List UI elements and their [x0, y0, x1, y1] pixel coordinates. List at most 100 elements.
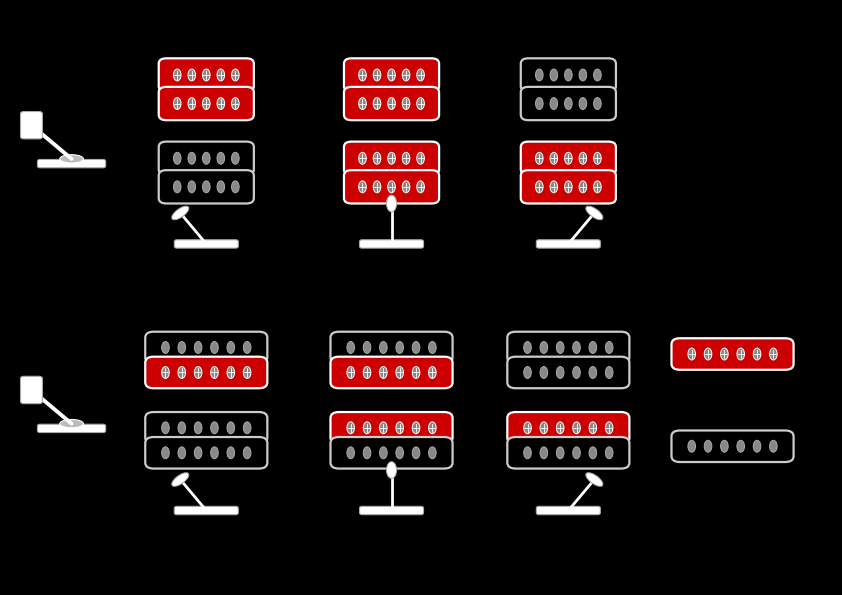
FancyBboxPatch shape — [520, 142, 616, 175]
Ellipse shape — [388, 152, 396, 164]
Ellipse shape — [363, 422, 370, 434]
FancyBboxPatch shape — [507, 332, 630, 363]
FancyBboxPatch shape — [145, 412, 268, 444]
Ellipse shape — [217, 152, 225, 164]
Ellipse shape — [524, 367, 531, 378]
Ellipse shape — [429, 447, 436, 459]
Ellipse shape — [589, 367, 597, 378]
Ellipse shape — [359, 152, 366, 164]
Ellipse shape — [162, 447, 169, 459]
Ellipse shape — [524, 422, 531, 434]
FancyBboxPatch shape — [20, 376, 42, 403]
FancyBboxPatch shape — [158, 58, 254, 92]
Ellipse shape — [243, 447, 251, 459]
FancyBboxPatch shape — [38, 424, 106, 433]
Ellipse shape — [737, 348, 744, 360]
FancyBboxPatch shape — [520, 87, 616, 120]
Ellipse shape — [413, 342, 420, 353]
Ellipse shape — [564, 181, 572, 193]
FancyBboxPatch shape — [536, 240, 600, 248]
Ellipse shape — [573, 447, 580, 459]
Ellipse shape — [579, 152, 587, 164]
Ellipse shape — [550, 98, 557, 109]
FancyBboxPatch shape — [330, 332, 453, 363]
Ellipse shape — [540, 447, 547, 459]
Ellipse shape — [373, 98, 381, 109]
Ellipse shape — [195, 367, 202, 378]
Ellipse shape — [188, 69, 195, 81]
Ellipse shape — [594, 152, 601, 164]
Ellipse shape — [347, 422, 354, 434]
Ellipse shape — [178, 447, 185, 459]
FancyBboxPatch shape — [174, 506, 238, 515]
Ellipse shape — [721, 348, 728, 360]
Ellipse shape — [178, 422, 185, 434]
Ellipse shape — [573, 342, 580, 353]
Ellipse shape — [210, 342, 218, 353]
Ellipse shape — [380, 342, 387, 353]
Ellipse shape — [396, 342, 403, 353]
Ellipse shape — [347, 367, 354, 378]
Ellipse shape — [172, 206, 189, 220]
Ellipse shape — [188, 152, 195, 164]
Ellipse shape — [388, 98, 396, 109]
Ellipse shape — [579, 69, 587, 81]
FancyBboxPatch shape — [158, 87, 254, 120]
Ellipse shape — [579, 181, 587, 193]
Ellipse shape — [227, 447, 235, 459]
Ellipse shape — [524, 447, 531, 459]
Ellipse shape — [232, 152, 239, 164]
Ellipse shape — [380, 447, 387, 459]
Ellipse shape — [557, 367, 564, 378]
Ellipse shape — [704, 440, 711, 452]
Ellipse shape — [550, 181, 557, 193]
Ellipse shape — [188, 98, 195, 109]
Ellipse shape — [594, 98, 601, 109]
Ellipse shape — [217, 69, 225, 81]
Ellipse shape — [60, 419, 83, 428]
Ellipse shape — [243, 342, 251, 353]
Ellipse shape — [227, 342, 235, 353]
FancyBboxPatch shape — [507, 412, 630, 444]
Ellipse shape — [589, 422, 597, 434]
Ellipse shape — [589, 447, 597, 459]
Ellipse shape — [770, 440, 777, 452]
Ellipse shape — [594, 69, 601, 81]
Ellipse shape — [402, 152, 410, 164]
Ellipse shape — [557, 422, 564, 434]
Ellipse shape — [721, 440, 728, 452]
Ellipse shape — [688, 348, 695, 360]
FancyBboxPatch shape — [520, 58, 616, 92]
Ellipse shape — [540, 342, 547, 353]
Ellipse shape — [770, 348, 777, 360]
FancyBboxPatch shape — [20, 111, 42, 139]
Ellipse shape — [359, 69, 366, 81]
Ellipse shape — [536, 181, 543, 193]
Ellipse shape — [594, 181, 601, 193]
Ellipse shape — [417, 152, 424, 164]
Ellipse shape — [605, 342, 613, 353]
Ellipse shape — [173, 152, 181, 164]
FancyBboxPatch shape — [344, 170, 440, 203]
Ellipse shape — [232, 98, 239, 109]
Ellipse shape — [217, 181, 225, 193]
Ellipse shape — [688, 440, 695, 452]
Ellipse shape — [243, 422, 251, 434]
Ellipse shape — [536, 152, 543, 164]
Ellipse shape — [536, 98, 543, 109]
Ellipse shape — [402, 181, 410, 193]
Ellipse shape — [586, 206, 603, 220]
FancyBboxPatch shape — [520, 170, 616, 203]
Ellipse shape — [203, 181, 210, 193]
Ellipse shape — [172, 473, 189, 486]
Ellipse shape — [363, 367, 370, 378]
FancyBboxPatch shape — [145, 437, 268, 469]
Ellipse shape — [413, 447, 420, 459]
Ellipse shape — [162, 422, 169, 434]
Ellipse shape — [210, 367, 218, 378]
Ellipse shape — [388, 181, 396, 193]
Ellipse shape — [373, 181, 381, 193]
FancyBboxPatch shape — [344, 87, 440, 120]
FancyBboxPatch shape — [330, 412, 453, 444]
Ellipse shape — [396, 447, 403, 459]
